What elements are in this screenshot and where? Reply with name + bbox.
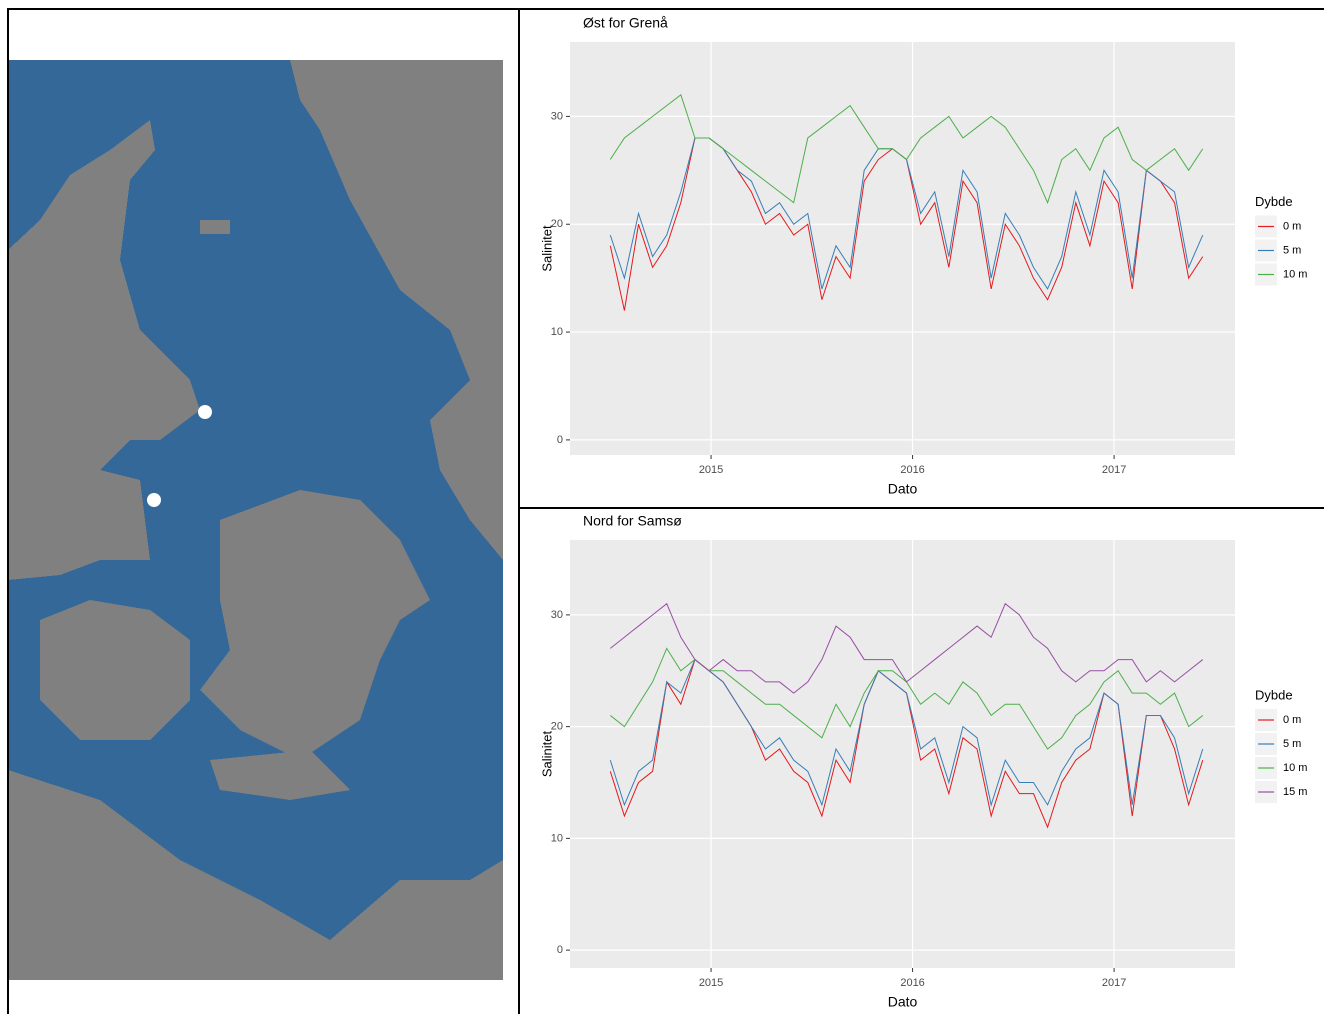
y-tick-label: 30 [551,609,563,621]
legend-title: Dybde [1255,687,1293,702]
y-tick-label: 20 [551,721,563,733]
chart-title: Nord for Samsø [583,513,682,529]
legend-label: 0 m [1283,220,1301,232]
frame [7,8,1324,1014]
x-tick-label: 2015 [699,464,723,476]
legend-label: 5 m [1283,738,1301,750]
y-tick-label: 20 [551,218,563,230]
x-tick-label: 2017 [1102,977,1126,989]
y-tick-label: 30 [551,110,563,122]
data-line [609,602,1204,694]
plot-background [570,42,1235,455]
x-axis-label: Dato [888,481,918,497]
y-axis-label: Salinitet [539,730,554,777]
legend-label: 0 m [1283,714,1301,726]
legend-label: 5 m [1283,244,1301,256]
legend-label: 10 m [1283,268,1307,280]
map-land [8,60,503,980]
map [8,60,503,980]
x-tick-label: 2015 [699,977,723,989]
data-line [609,94,1204,205]
plot-background [570,540,1235,968]
charts: Øst for Grenå 0 10 20 30 2015 2016 2017 Dato Sali… [539,15,1307,1010]
station-marker [198,405,212,419]
chart-title: Øst for Grenå [583,15,668,31]
y-tick-label: 10 [551,832,563,844]
chart: Nord for Samsø 0 10 20 30 2015 2016 2017 Dato Sal… [539,513,1307,1010]
station-marker [147,493,161,507]
y-tick-label: 0 [557,434,563,446]
y-tick-label: 0 [557,944,563,956]
chart: Øst for Grenå 0 10 20 30 2015 2016 2017 Dato Sali… [539,15,1307,497]
y-axis-label: Salinitet [539,225,554,272]
x-tick-label: 2016 [900,464,924,476]
legend-title: Dybde [1255,194,1293,209]
x-axis-label: Dato [888,994,918,1010]
x-tick-label: 2017 [1102,464,1126,476]
legend-label: 10 m [1283,762,1307,774]
y-tick-label: 10 [551,326,563,338]
legend-label: 15 m [1283,786,1307,798]
x-tick-label: 2016 [900,977,924,989]
